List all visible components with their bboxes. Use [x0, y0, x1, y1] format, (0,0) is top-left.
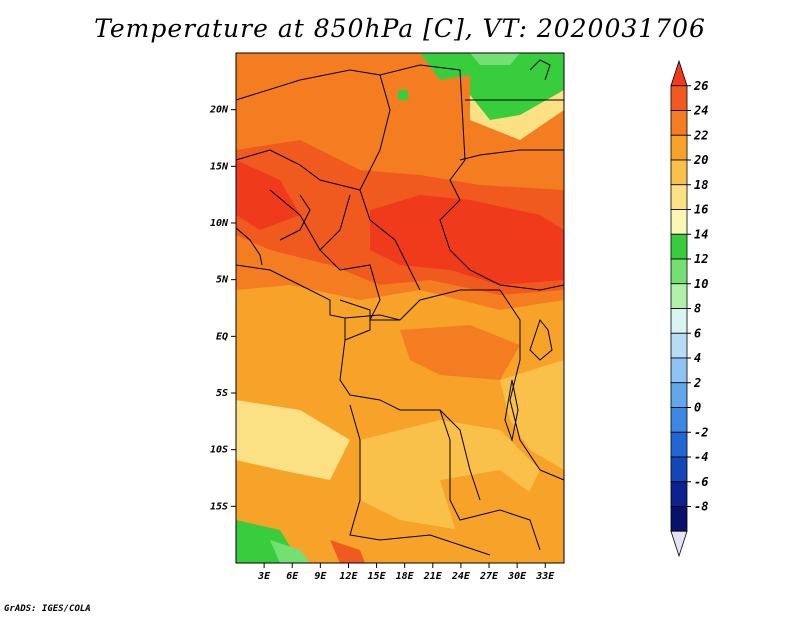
- colorbar-swatch: [670, 308, 688, 334]
- colorbar-swatch: [670, 431, 688, 458]
- x-tick-label: 24E: [451, 571, 471, 582]
- border-line: [529, 318, 553, 361]
- border-line: [235, 227, 263, 266]
- country-borders: [235, 59, 565, 556]
- x-tick-label: 33E: [535, 571, 555, 582]
- field-zambezi: [440, 470, 540, 545]
- y-tick-label: 20N: [209, 105, 229, 116]
- colorbar-cap-bottom: [670, 530, 688, 558]
- grads-credit: GrADS: IGES/COLA: [4, 604, 91, 614]
- y-tick-label: 5N: [216, 275, 229, 286]
- x-tick-label: 15E: [368, 571, 387, 582]
- x-axis: 3E 6E 9E 12E 15E 18E 21E 24E 27E 30E 33E: [257, 563, 555, 582]
- field-hot-west: [236, 160, 300, 230]
- colorbar-label: 18: [694, 178, 708, 192]
- colorbar-swatch: [670, 283, 688, 309]
- border-line: [339, 318, 481, 501]
- colorbar-label: 14: [694, 227, 708, 241]
- colorbar-swatch: [670, 481, 688, 507]
- border-line: [279, 194, 311, 241]
- field-southatlantic-light: [270, 540, 310, 563]
- field-hottest-band: [370, 195, 564, 285]
- y-tick-label: EQ: [216, 331, 228, 342]
- colorbar-swatch: [670, 332, 688, 359]
- y-tick-label: 10N: [210, 218, 229, 229]
- colorbar-label: 12: [694, 252, 708, 266]
- field-southwest-cool: [236, 400, 350, 480]
- border-line: [459, 149, 564, 161]
- border-line: [319, 194, 351, 251]
- y-tick-label: 15S: [210, 501, 228, 512]
- border-line: [339, 299, 371, 341]
- border-line: [499, 289, 565, 481]
- border-line: [235, 69, 421, 291]
- x-tick-label: 9E: [314, 571, 327, 582]
- colorbar-swatch: [670, 382, 688, 408]
- border-line: [379, 289, 500, 321]
- colorbar-label: 20: [693, 153, 708, 167]
- border-line: [439, 409, 541, 551]
- colorbar-cap-top: [670, 59, 688, 87]
- border-line: [529, 59, 551, 81]
- field-congo-warm: [400, 325, 520, 380]
- colorbar-label: -8: [694, 500, 708, 514]
- colorbar-label: 4: [694, 351, 701, 365]
- colorbar-swatch: [670, 159, 688, 186]
- y-tick-label: 15N: [210, 161, 229, 172]
- colorbar-label: 22: [693, 128, 708, 142]
- y-tick-label: 10S: [210, 445, 228, 456]
- border-line: [379, 64, 565, 291]
- field-light-green: [470, 53, 520, 65]
- colorbar-swatch: [670, 209, 688, 235]
- heatmap-field: [236, 53, 564, 563]
- border-line: [269, 189, 400, 321]
- field-equatorial: [236, 290, 564, 430]
- field-green-northeast: [470, 53, 564, 120]
- x-tick-label: 30E: [507, 571, 527, 582]
- field-south-warm-spot: [330, 540, 365, 563]
- plot-frame: [235, 52, 565, 564]
- colorbar-label: -2: [694, 425, 708, 439]
- colorbar-label: 2: [693, 376, 701, 390]
- colorbar-label: -4: [694, 450, 708, 464]
- x-tick-label: 27E: [479, 571, 499, 582]
- colorbar-swatch: [670, 233, 688, 260]
- colorbar-swatch: [670, 407, 688, 433]
- colorbar-label: 24: [693, 104, 708, 118]
- colorbar-swatch: [670, 184, 688, 210]
- field-green-spot: [398, 90, 408, 100]
- x-tick-label: 3E: [257, 571, 271, 582]
- colorbar-label: -6: [694, 475, 708, 489]
- colorbar-label: 8: [694, 302, 701, 316]
- colorbar-swatch: [670, 134, 688, 161]
- field-east-africa: [500, 360, 564, 470]
- x-tick-label: 6E: [286, 571, 299, 582]
- colorbar-label: 6: [694, 326, 701, 340]
- x-tick-label: 12E: [339, 571, 358, 582]
- colorbar-label: 0: [694, 401, 701, 415]
- border-line: [504, 379, 519, 442]
- x-tick-label: 18E: [396, 571, 415, 582]
- chart-title: Temperature at 850hPa [C], VT: 202003170…: [94, 14, 706, 43]
- y-tick-label: 5S: [216, 388, 228, 399]
- border-line: [235, 149, 361, 191]
- colorbar-label: 16: [694, 203, 708, 217]
- colorbar-swatch: [670, 357, 688, 384]
- colorbar-swatch: [670, 456, 688, 483]
- border-line: [349, 404, 491, 556]
- field-green-north: [420, 53, 470, 80]
- x-tick-label: 21E: [423, 571, 443, 582]
- y-axis: 20N 15N 10N 5N EQ 5S 10S 15S: [209, 105, 236, 512]
- colorbar-swatch: [670, 506, 688, 532]
- colorbar-label: 26: [693, 79, 708, 93]
- colorbar-swatch: [670, 258, 688, 285]
- colorbar-swatch: [670, 110, 688, 136]
- colorbar-swatch: [670, 85, 688, 111]
- colorbar-label: 10: [694, 277, 708, 291]
